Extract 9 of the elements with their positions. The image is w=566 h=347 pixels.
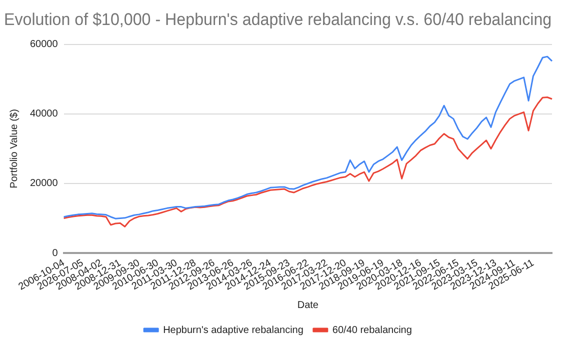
y-axis-title: Portfolio Value ($) (8, 109, 20, 188)
x-axis-title: Date (297, 300, 319, 311)
y-tick-label: 40000 (30, 108, 58, 120)
y-tick-label: 20000 (30, 178, 58, 190)
y-tick-label: 60000 (30, 39, 58, 50)
legend-label: 60/40 rebalancing (332, 324, 412, 336)
chart-title: Evolution of $10,000 - Hepburn's adaptive rebalancing v.s. 60/40 rebalancing (4, 9, 552, 29)
legend-label: Hepburn's adaptive rebalancing (163, 324, 304, 336)
y-tick-label: 0 (52, 248, 58, 259)
